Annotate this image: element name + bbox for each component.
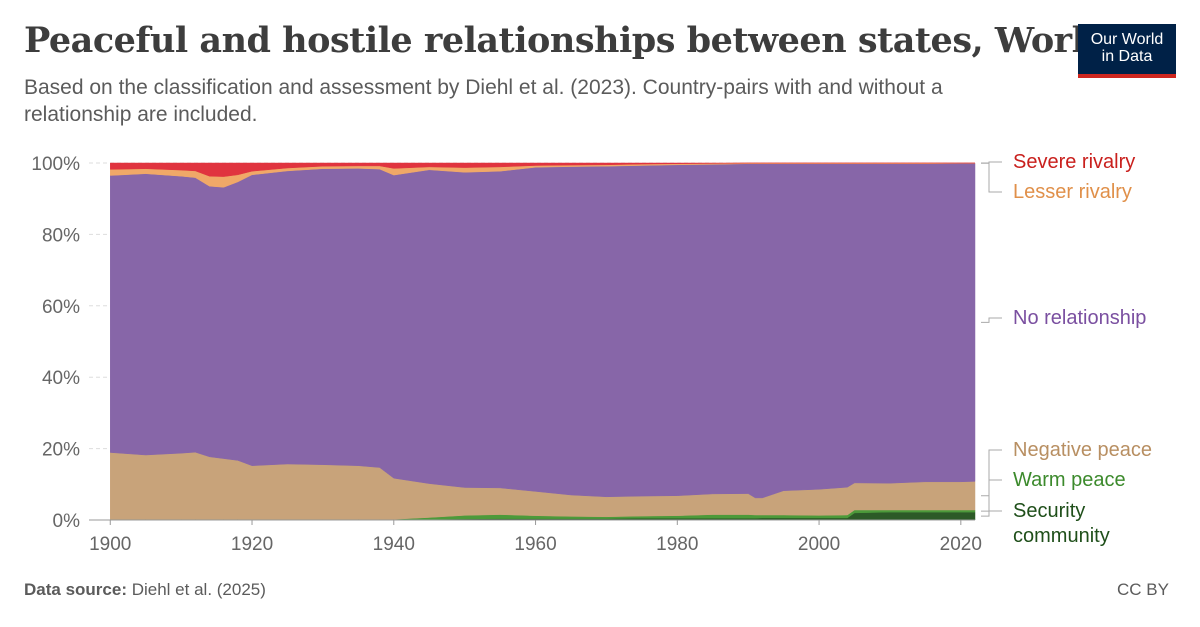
- legend-label-lesser-rivalry[interactable]: Lesser rivalry: [1013, 181, 1132, 203]
- x-tick-label: 2020: [940, 534, 982, 555]
- legend-connector: [981, 479, 1002, 512]
- area-no-relationship[interactable]: [110, 163, 976, 499]
- chart-title: Peaceful and hostile relationships betwe…: [24, 20, 1109, 61]
- x-tick-label: 2000: [798, 534, 840, 555]
- y-tick-label: 0%: [53, 511, 81, 532]
- legend-connector: [981, 510, 1002, 517]
- legend-label-warm-peace[interactable]: Warm peace: [1013, 469, 1126, 491]
- y-tick-label: 20%: [42, 440, 80, 461]
- legend: Severe rivalry Lesser rivalry No relations…: [981, 151, 1152, 547]
- owid-logo[interactable]: Our World in Data: [1078, 24, 1176, 78]
- logo-line-2: in Data: [1101, 48, 1153, 65]
- x-tick-label: 1920: [231, 534, 273, 555]
- legend-connector: [981, 317, 1002, 323]
- y-tick-label: 60%: [42, 297, 80, 318]
- area-series: [110, 162, 976, 521]
- legend-label-severe-rivalry[interactable]: Severe rivalry: [1013, 151, 1135, 173]
- x-tick-label: 1900: [89, 534, 131, 555]
- stacked-area-chart: 0% 20% 40% 60% 80% 100% 1900 1920 1940 1960 1980 20…: [31, 151, 1152, 555]
- area-severe-rivalry[interactable]: [110, 162, 975, 177]
- y-tick-label: 80%: [42, 225, 80, 246]
- data-source-text: Diehl et al. (2025): [131, 580, 266, 599]
- x-tick-label: 1980: [656, 534, 698, 555]
- chart-subtitle: Based on the classification and assessme…: [24, 76, 943, 126]
- axes: 0% 20% 40% 60% 80% 100% 1900 1920 1940 1960 1980 20…: [31, 154, 982, 555]
- x-tick-label: 1960: [514, 534, 556, 555]
- data-source: Data source: Diehl et al. (2025): [24, 580, 266, 600]
- legend-connector: [981, 162, 1002, 193]
- legend-connector: [981, 449, 1002, 497]
- legend-label-no-relationship[interactable]: No relationship: [1013, 307, 1146, 329]
- data-source-label: Data source:: [24, 580, 127, 599]
- y-tick-label: 40%: [42, 368, 80, 389]
- legend-label-security-community[interactable]: Security community: [1013, 500, 1110, 547]
- license-link[interactable]: CC BY: [1117, 580, 1169, 599]
- y-tick-label: 100%: [31, 154, 80, 175]
- logo-line-1: Our World: [1090, 31, 1164, 48]
- legend-label-negative-peace[interactable]: Negative peace: [1013, 439, 1152, 461]
- x-tick-label: 1940: [373, 534, 415, 555]
